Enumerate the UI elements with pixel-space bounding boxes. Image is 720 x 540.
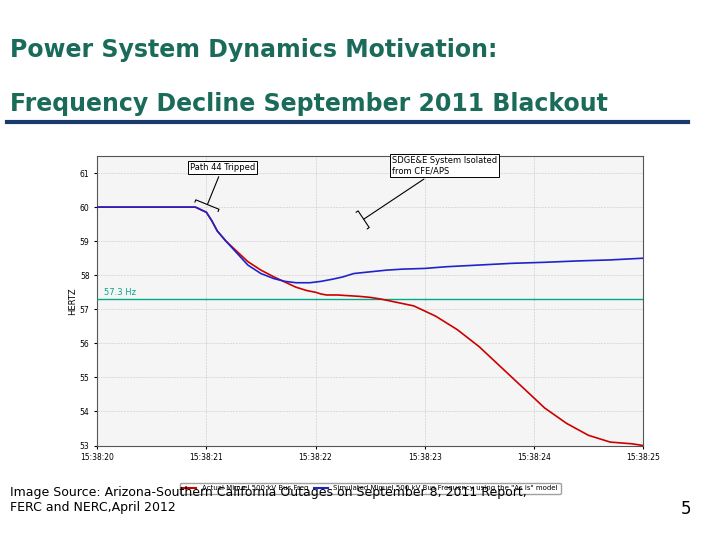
Text: 57.3 Hz: 57.3 Hz: [104, 288, 136, 298]
Text: Image Source: Arizona-Southern California Outages on September 8, 2011 Report,
F: Image Source: Arizona-Southern Californi…: [10, 486, 527, 514]
Legend: Actual Miguel 500 kV Bus Freq, Simulated Miguel 500 kV Bus Frequency using the ": Actual Miguel 500 kV Bus Freq, Simulated…: [180, 483, 560, 494]
Text: Path 44 Tripped: Path 44 Tripped: [190, 163, 255, 212]
Text: 5: 5: [680, 501, 691, 518]
Text: I: I: [688, 39, 698, 58]
Text: SDGE&E System Isolated
from CFE/APS: SDGE&E System Isolated from CFE/APS: [356, 156, 497, 229]
Text: Frequency Decline September 2011 Blackout: Frequency Decline September 2011 Blackou…: [10, 92, 608, 116]
Y-axis label: HERTZ: HERTZ: [68, 287, 77, 315]
Text: Figure 14:  Actual and Simulated Frequency at Miguel 500 kV Bus: Figure 14: Actual and Simulated Frequenc…: [86, 128, 448, 138]
Text: Power System Dynamics Motivation:: Power System Dynamics Motivation:: [10, 38, 498, 62]
